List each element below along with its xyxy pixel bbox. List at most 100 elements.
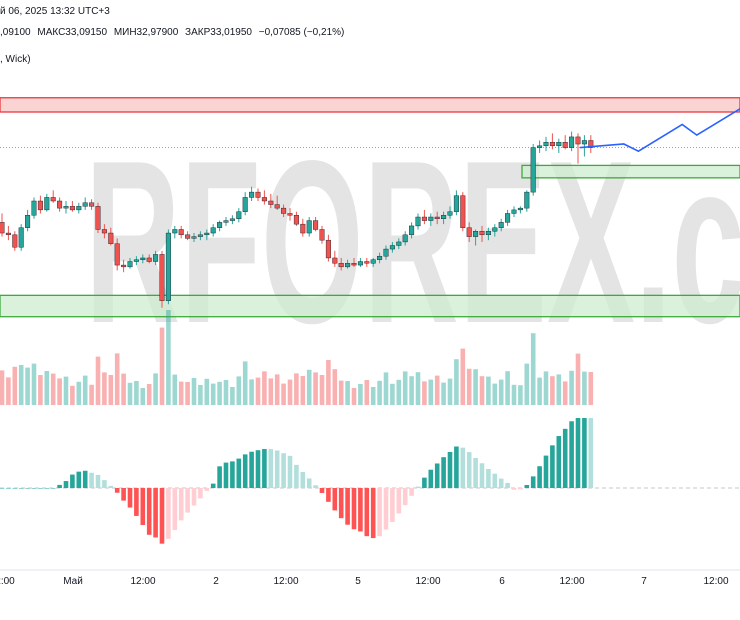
candle bbox=[191, 233, 197, 242]
candle bbox=[178, 225, 184, 239]
candle-body bbox=[537, 145, 543, 148]
candle-body bbox=[89, 202, 95, 207]
oscillator-histogram bbox=[0, 418, 740, 544]
histogram-bar bbox=[287, 455, 293, 488]
candle bbox=[217, 220, 223, 232]
candle bbox=[127, 257, 133, 269]
tick-label: 7 bbox=[641, 576, 647, 587]
candle-body bbox=[101, 229, 107, 234]
candle bbox=[428, 213, 434, 226]
candle-body bbox=[293, 215, 299, 225]
volume-bar bbox=[575, 353, 581, 405]
candle-body bbox=[249, 191, 255, 198]
histogram-bar bbox=[383, 488, 389, 530]
candle-body bbox=[562, 142, 568, 148]
candle-body bbox=[127, 261, 133, 268]
volume-bar bbox=[127, 382, 133, 405]
volume-layer bbox=[0, 310, 594, 405]
histogram-bar bbox=[134, 488, 139, 516]
histogram-bar bbox=[63, 481, 69, 488]
volume-bar bbox=[415, 372, 421, 405]
histogram-bar bbox=[38, 488, 43, 489]
histogram-bar bbox=[70, 474, 75, 488]
candle-body bbox=[217, 222, 223, 228]
candle bbox=[108, 227, 114, 246]
volume-bar bbox=[223, 380, 229, 405]
volume-bar bbox=[409, 376, 414, 405]
histogram-bar bbox=[364, 488, 370, 537]
volume-bar bbox=[434, 375, 440, 405]
histogram-bar bbox=[95, 474, 101, 488]
candle bbox=[441, 211, 447, 225]
candle-body bbox=[319, 229, 325, 241]
volume-bar bbox=[351, 388, 357, 405]
candle-body bbox=[498, 222, 504, 228]
volume-bar bbox=[466, 368, 472, 405]
candle bbox=[261, 190, 267, 205]
candle bbox=[351, 257, 357, 267]
volume-bar bbox=[18, 365, 24, 405]
candle bbox=[236, 208, 242, 223]
histogram-bar bbox=[530, 476, 536, 488]
candle bbox=[498, 218, 504, 232]
candle bbox=[63, 201, 69, 214]
candle-body bbox=[121, 264, 127, 268]
candle-body bbox=[185, 234, 191, 239]
volume-bar bbox=[345, 381, 350, 405]
candle-body bbox=[543, 142, 549, 147]
histogram-bar bbox=[332, 488, 338, 511]
candle bbox=[57, 197, 63, 212]
candle bbox=[306, 217, 312, 237]
candle bbox=[12, 231, 18, 251]
histogram-bar bbox=[454, 446, 459, 488]
histogram-bar bbox=[479, 463, 485, 488]
candle bbox=[325, 234, 331, 262]
candle bbox=[133, 256, 139, 266]
header-date-text: й 06, 2025 13:32 UTC+3 bbox=[0, 6, 110, 17]
volume-bar bbox=[249, 379, 254, 405]
histogram-bar bbox=[338, 488, 344, 519]
tick-label: 12:00 bbox=[559, 576, 584, 587]
histogram-bar bbox=[6, 488, 11, 489]
candle-body bbox=[82, 202, 88, 207]
histogram-bar bbox=[511, 488, 517, 490]
candle-body bbox=[191, 236, 197, 239]
volume-bar bbox=[498, 379, 504, 405]
histogram-bar bbox=[396, 488, 402, 514]
candle-body bbox=[575, 136, 581, 145]
candle bbox=[364, 257, 370, 267]
candle-body bbox=[505, 213, 511, 223]
histogram-bar bbox=[370, 488, 376, 539]
volume-bar bbox=[63, 376, 69, 405]
candle bbox=[242, 192, 248, 216]
volume-bar bbox=[166, 310, 171, 405]
volume-bar bbox=[178, 381, 184, 405]
volume-bar bbox=[217, 381, 222, 405]
histogram-bar bbox=[326, 488, 331, 502]
histogram-bar bbox=[255, 450, 261, 488]
candle-body bbox=[441, 215, 447, 220]
zones-layer bbox=[0, 97, 740, 318]
candle-body bbox=[197, 234, 203, 237]
volume-bar bbox=[134, 381, 139, 405]
histogram-bar bbox=[242, 454, 248, 488]
candle-body bbox=[549, 142, 555, 147]
histogram-bar bbox=[415, 486, 421, 488]
candle bbox=[37, 195, 43, 214]
histogram-bar bbox=[428, 469, 434, 488]
candle-body bbox=[306, 220, 312, 234]
candle bbox=[281, 204, 287, 218]
header-low: МИН32,97900 bbox=[113, 27, 179, 38]
volume-bar bbox=[588, 372, 594, 405]
tick-label: 12:00 bbox=[130, 576, 155, 587]
candle bbox=[524, 190, 530, 212]
histogram-bar bbox=[204, 488, 210, 491]
candle-body bbox=[402, 234, 408, 243]
histogram-bar bbox=[588, 418, 594, 488]
candle bbox=[50, 190, 56, 203]
volume-bar bbox=[550, 376, 555, 405]
histogram-bar bbox=[140, 488, 146, 525]
histogram-bar bbox=[313, 485, 318, 488]
candle-body bbox=[313, 220, 319, 230]
